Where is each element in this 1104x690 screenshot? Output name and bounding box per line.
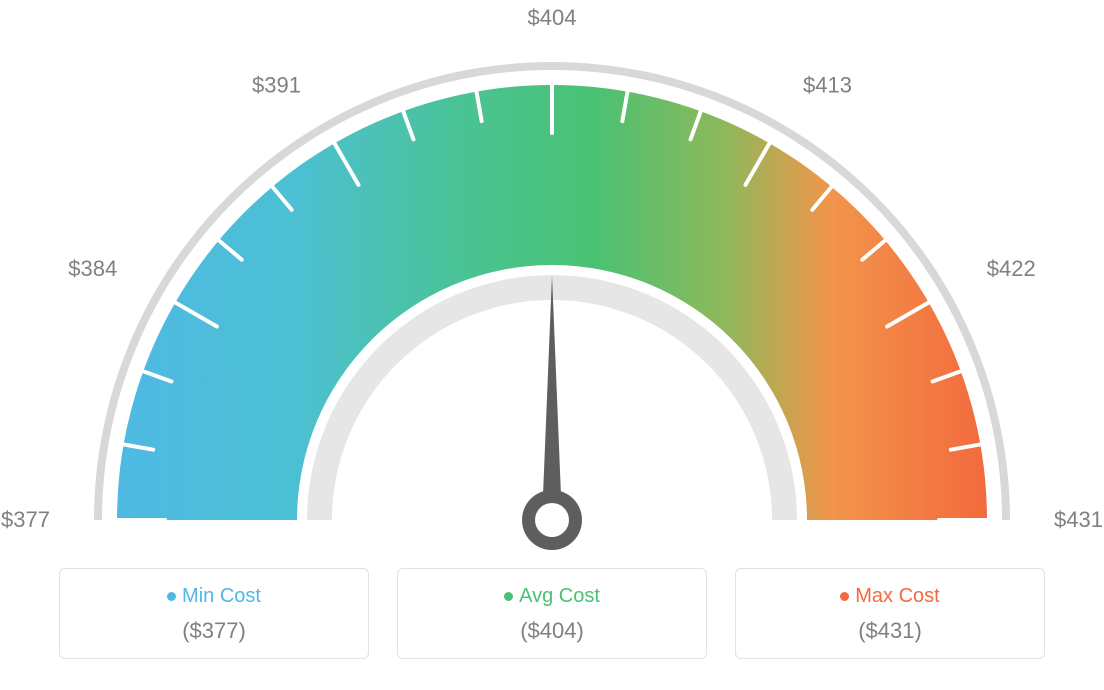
svg-text:$422: $422 bbox=[987, 256, 1036, 281]
legend-label-min: Min Cost bbox=[182, 585, 261, 608]
legend-title-max: Max Cost bbox=[840, 585, 939, 608]
legend-label-max: Max Cost bbox=[855, 585, 939, 608]
legend-card-avg: Avg Cost ($404) bbox=[397, 568, 707, 659]
svg-text:$413: $413 bbox=[803, 72, 852, 97]
svg-text:$404: $404 bbox=[528, 5, 577, 30]
legend-value-min: ($377) bbox=[60, 618, 368, 644]
svg-text:$391: $391 bbox=[252, 72, 301, 97]
legend-card-min: Min Cost ($377) bbox=[59, 568, 369, 659]
legend-label-avg: Avg Cost bbox=[519, 585, 600, 608]
legend-dot-max bbox=[840, 592, 849, 601]
svg-text:$377: $377 bbox=[1, 507, 50, 532]
svg-text:$431: $431 bbox=[1054, 507, 1103, 532]
legend-title-min: Min Cost bbox=[167, 585, 261, 608]
legend-dot-avg bbox=[504, 592, 513, 601]
gauge-svg: $377 $384 $391 $404 $413 $422 $431 bbox=[0, 0, 1104, 560]
legend-title-avg: Avg Cost bbox=[504, 585, 600, 608]
gauge-chart: $377 $384 $391 $404 $413 $422 $431 bbox=[0, 0, 1104, 560]
legend-dot-min bbox=[167, 592, 176, 601]
legend-card-max: Max Cost ($431) bbox=[735, 568, 1045, 659]
legend-value-avg: ($404) bbox=[398, 618, 706, 644]
legend-row: Min Cost ($377) Avg Cost ($404) Max Cost… bbox=[0, 568, 1104, 659]
legend-value-max: ($431) bbox=[736, 618, 1044, 644]
svg-text:$384: $384 bbox=[68, 256, 117, 281]
